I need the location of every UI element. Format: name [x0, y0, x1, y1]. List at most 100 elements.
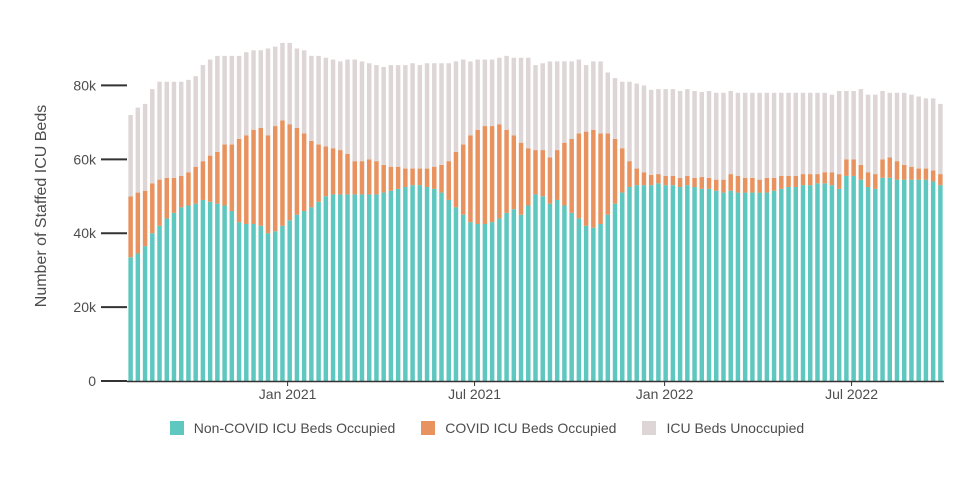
- bar-segment-unoccupied: [685, 89, 690, 176]
- bar-segment-unoccupied: [171, 81, 177, 178]
- bar-segment-covid: [591, 129, 596, 228]
- y-axis-label: Number of Staffed ICU Beds: [33, 105, 50, 307]
- bar-segment-unoccupied: [403, 65, 408, 169]
- bar-segment-unoccupied: [446, 63, 451, 162]
- bar-segment-unoccupied: [938, 103, 943, 175]
- bar-segment-non-covid: [258, 225, 263, 381]
- bar-segment-covid: [330, 148, 336, 195]
- bar-segment-unoccupied: [735, 92, 741, 176]
- bar-segment-covid: [583, 131, 589, 226]
- bar-segment-unoccupied: [605, 72, 611, 134]
- legend-item-unoccupied[interactable]: ICU Beds Unoccupied: [642, 420, 804, 436]
- bar-segment-covid: [721, 179, 726, 193]
- bar-segment-unoccupied: [265, 48, 271, 136]
- bar-segment-covid: [815, 174, 820, 184]
- bar-segment-non-covid: [142, 246, 148, 381]
- bar-segment-unoccupied: [381, 66, 386, 165]
- bar-segment-non-covid: [280, 225, 285, 381]
- bar-segment-unoccupied: [526, 57, 531, 149]
- y-tick-label: 40k: [73, 225, 97, 241]
- bar-segment-covid: [648, 174, 654, 186]
- bar-segment-non-covid: [526, 205, 531, 381]
- bar-segment-non-covid: [706, 188, 712, 381]
- bar-segment-unoccupied: [620, 81, 625, 149]
- bar-segment-covid: [518, 142, 524, 215]
- bar-segment-unoccupied: [475, 59, 480, 130]
- bar-segment-covid: [489, 126, 495, 223]
- bar-segment-non-covid: [287, 220, 292, 381]
- bar-segment-non-covid: [186, 205, 191, 381]
- bar-segment-non-covid: [887, 177, 893, 381]
- bar-segment-non-covid: [374, 194, 379, 381]
- bar-segment-covid: [829, 172, 835, 186]
- bar-segment-unoccupied: [460, 59, 466, 145]
- bar-segment-covid: [706, 177, 712, 189]
- bar-segment-non-covid: [930, 181, 936, 381]
- bar-segment-covid: [193, 166, 198, 204]
- bar-segment-unoccupied: [207, 59, 213, 156]
- bar-segment-covid: [468, 135, 473, 223]
- bar-segment-covid: [272, 126, 278, 232]
- bar-segment-non-covid: [829, 185, 835, 381]
- bar-segment-non-covid: [808, 185, 813, 381]
- legend-item-non-covid[interactable]: Non-COVID ICU Beds Occupied: [169, 420, 395, 436]
- bar-segment-covid: [164, 177, 169, 219]
- bar-segment-unoccupied: [648, 89, 654, 175]
- x-tick-label: Jan 2021: [259, 386, 317, 402]
- bar-segment-covid: [135, 192, 141, 254]
- bar-segment-covid: [800, 174, 806, 186]
- bar-segment-non-covid: [779, 188, 784, 381]
- legend-item-covid[interactable]: COVID ICU Beds Occupied: [421, 420, 616, 436]
- bar-segment-covid: [901, 164, 907, 180]
- bar-segment-covid: [620, 148, 625, 193]
- bar-segment-unoccupied: [677, 90, 683, 178]
- bar-segment-non-covid: [215, 203, 220, 381]
- bar-segment-non-covid: [222, 205, 227, 381]
- bar-segment-covid: [916, 168, 921, 180]
- bar-segment-unoccupied: [178, 81, 184, 176]
- bar-segment-covid: [808, 174, 813, 186]
- bar-segment-covid: [323, 146, 329, 197]
- bar-segment-covid: [562, 142, 567, 206]
- bar-segment-non-covid: [518, 214, 524, 381]
- bar-segment-unoccupied: [200, 65, 206, 162]
- bar-segment-unoccupied: [135, 107, 141, 193]
- bar-segment-covid: [786, 175, 791, 188]
- bar-segment-non-covid: [851, 175, 856, 381]
- bar-segment-covid: [641, 172, 647, 186]
- bar-segment-non-covid: [605, 214, 611, 381]
- bar-segment-covid: [873, 174, 878, 189]
- bar-segment-covid: [388, 166, 394, 191]
- bar-segment-non-covid: [193, 203, 198, 381]
- bar-segment-covid: [186, 172, 191, 206]
- bar-segment-unoccupied: [634, 83, 639, 169]
- bar-segment-non-covid: [294, 214, 300, 381]
- bar-segment-covid: [526, 148, 531, 206]
- bar-segment-unoccupied: [186, 79, 191, 173]
- bar-segment-non-covid: [901, 179, 907, 381]
- bar-segment-non-covid: [439, 192, 444, 381]
- bar-segment-covid: [410, 168, 415, 186]
- bar-segment-non-covid: [330, 194, 336, 381]
- bar-segment-unoccupied: [706, 90, 712, 178]
- bar-segment-non-covid: [497, 218, 502, 381]
- bar-segment-unoccupied: [316, 55, 321, 145]
- bar-segment-non-covid: [475, 223, 480, 381]
- bar-segment-non-covid: [620, 192, 625, 381]
- bar-segment-unoccupied: [721, 92, 726, 180]
- bar-segment-covid: [771, 177, 777, 191]
- bar-segment-unoccupied: [779, 92, 784, 176]
- bar-segment-covid: [265, 135, 271, 234]
- legend: Non-COVID ICU Beds Occupied COVID ICU Be…: [0, 420, 974, 436]
- bar-segment-unoccupied: [439, 63, 444, 165]
- bar-segment-covid: [309, 140, 314, 208]
- bar-segment-unoccupied: [301, 50, 307, 134]
- bar-segment-unoccupied: [699, 92, 705, 178]
- bar-segment-non-covid: [338, 194, 343, 381]
- bar-segment-unoccupied: [511, 57, 517, 136]
- bar-segment-covid: [656, 174, 661, 184]
- bar-segment-covid: [432, 166, 437, 189]
- bar-segment-non-covid: [916, 179, 921, 381]
- bar-segment-unoccupied: [366, 63, 372, 160]
